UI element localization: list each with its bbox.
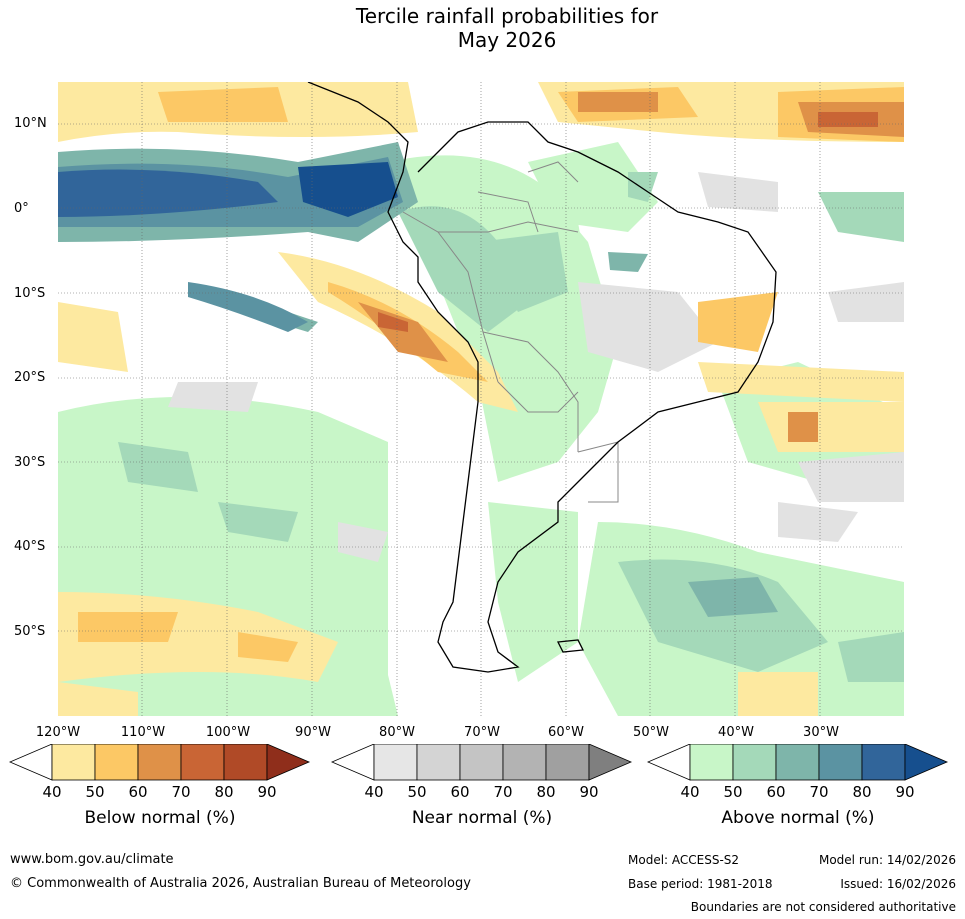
cb-above-low — [646, 744, 691, 781]
lat-label: 40°S — [14, 539, 46, 554]
cb-above-60 — [732, 744, 777, 781]
cb-tick: 80 — [852, 783, 872, 801]
cb-tick: 80 — [536, 783, 556, 801]
map-title: Tercile rainfall probabilities for May 2… — [0, 4, 965, 52]
colorbar-near — [330, 744, 633, 781]
cb-tick: 70 — [171, 783, 191, 801]
cb-near-90 — [545, 744, 590, 781]
footer-base-period: Base period: 1981-2018 — [628, 877, 773, 891]
cb-above-80 — [818, 744, 863, 781]
lat-label: 20°S — [14, 370, 46, 385]
cb-below-low — [8, 744, 53, 781]
graticule — [58, 82, 904, 716]
footer-disclaimer: Boundaries are not considered authoritat… — [690, 900, 956, 914]
near-normal-regions — [58, 172, 904, 562]
colorbar-above — [646, 744, 949, 781]
cb-near-high — [588, 744, 633, 781]
cb-near-50 — [373, 744, 418, 781]
cb-above-50 — [689, 744, 734, 781]
cb-below-60 — [94, 744, 139, 781]
legend-title-below: Below normal (%) — [84, 808, 236, 828]
rainfall-map — [58, 82, 904, 716]
title-line-2: May 2026 — [457, 28, 557, 52]
cb-tick: 40 — [42, 783, 62, 801]
cb-above-70 — [775, 744, 820, 781]
cb-below-70 — [137, 744, 182, 781]
lon-label: 70°W — [464, 725, 500, 740]
cb-tick: 50 — [407, 783, 427, 801]
lat-label: 10°N — [14, 116, 47, 131]
cb-above-high — [904, 744, 949, 781]
lon-label: 60°W — [548, 725, 584, 740]
footer-model-run: Model run: 14/02/2026 — [818, 853, 956, 867]
cb-above-90 — [861, 744, 906, 781]
cb-near-60 — [416, 744, 461, 781]
coastline — [307, 82, 777, 673]
cb-tick: 50 — [723, 783, 743, 801]
title-line-1: Tercile rainfall probabilities for — [355, 4, 659, 28]
footer-copyright: © Commonwealth of Australia 2026, Austra… — [10, 876, 471, 891]
lat-label: 10°S — [14, 286, 46, 301]
cb-tick: 90 — [579, 783, 599, 801]
cb-near-80 — [502, 744, 547, 781]
lon-label: 50°W — [633, 725, 669, 740]
above-normal-50-regions — [118, 172, 904, 682]
cb-near-low — [330, 744, 375, 781]
lat-label: 50°S — [14, 624, 46, 639]
lat-label: 0° — [14, 201, 29, 216]
cb-tick: 60 — [128, 783, 148, 801]
cb-tick: 90 — [895, 783, 915, 801]
cb-tick: 40 — [680, 783, 700, 801]
cb-below-50 — [51, 744, 96, 781]
colorbar-below — [8, 744, 311, 781]
footer-url: www.bom.gov.au/climate — [10, 852, 174, 867]
cb-tick: 70 — [493, 783, 513, 801]
country-borders — [402, 161, 619, 503]
cb-tick: 60 — [766, 783, 786, 801]
lat-label: 30°S — [14, 455, 46, 470]
lon-label: 120°W — [35, 725, 81, 740]
cb-tick: 40 — [364, 783, 384, 801]
cb-below-80 — [180, 744, 225, 781]
cb-tick: 70 — [809, 783, 829, 801]
footer-issued: Issued: 16/02/2026 — [840, 877, 956, 891]
footer-model: Model: ACCESS-S2 — [628, 853, 740, 867]
legend-title-above: Above normal (%) — [721, 808, 875, 828]
lon-label: 80°W — [379, 725, 415, 740]
lon-label: 110°W — [120, 725, 166, 740]
cb-tick: 50 — [85, 783, 105, 801]
cb-near-70 — [459, 744, 504, 781]
cb-tick: 80 — [214, 783, 234, 801]
cb-below-90 — [223, 744, 268, 781]
cb-tick: 90 — [257, 783, 277, 801]
falkland-islands — [556, 639, 585, 653]
legend-title-near: Near normal (%) — [411, 808, 553, 828]
lon-label: 100°W — [205, 725, 251, 740]
cb-below-high — [266, 744, 311, 781]
below-normal-regions — [58, 82, 904, 716]
lon-label: 90°W — [295, 725, 331, 740]
lon-label: 40°W — [718, 725, 754, 740]
lon-label: 30°W — [803, 725, 839, 740]
above-normal-high-band — [58, 142, 418, 332]
cb-tick: 60 — [450, 783, 470, 801]
